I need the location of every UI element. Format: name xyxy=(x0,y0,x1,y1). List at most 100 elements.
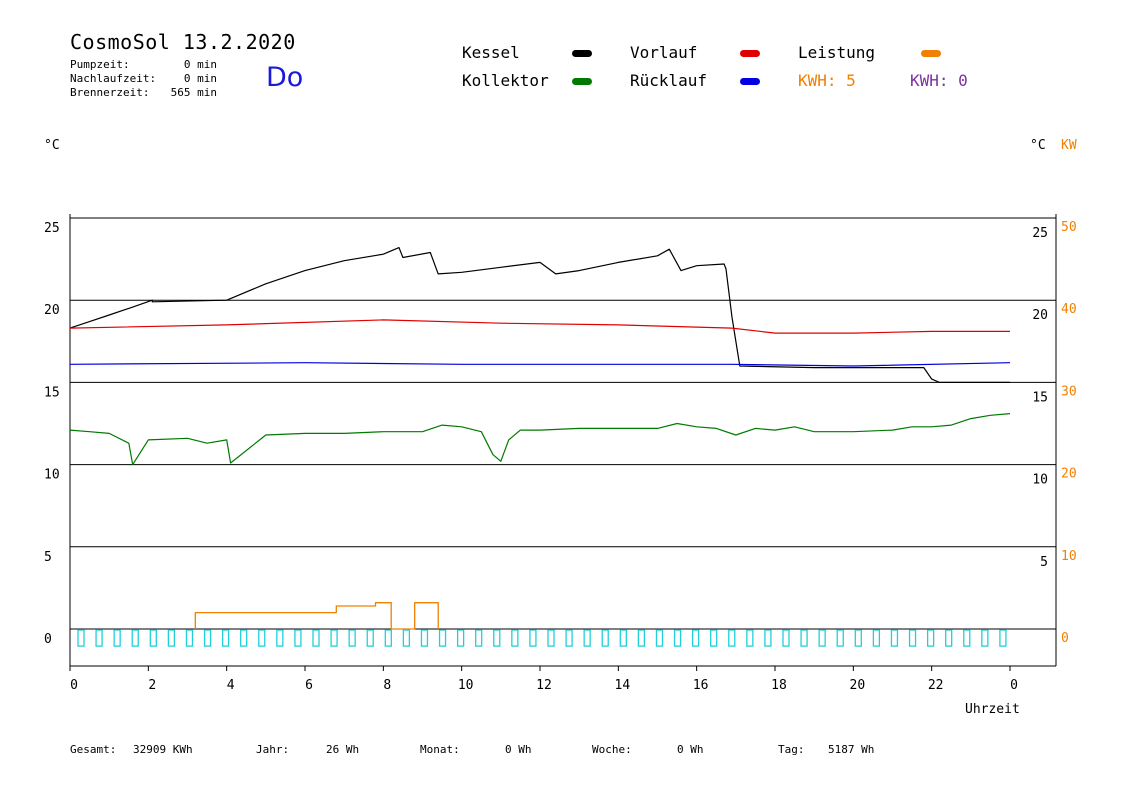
y-right-tick-label: 20 xyxy=(1032,308,1048,323)
legend-leistung-swatch xyxy=(921,50,941,57)
footer-woche-value: 0 Wh xyxy=(677,743,704,756)
pump-mark xyxy=(185,629,194,647)
stat-label-nachlaufzeit: Nachlaufzeit: xyxy=(70,72,157,85)
x-tick-label: 14 xyxy=(615,678,631,693)
pump-mark xyxy=(221,629,230,647)
stat-value-brennerzeit: 565 min xyxy=(170,86,217,99)
y-left-tick-label: 20 xyxy=(44,303,60,318)
x-tick-label: 10 xyxy=(458,678,474,693)
y-right2-tick-label: 20 xyxy=(1061,467,1077,482)
y-right2-tick-label: 40 xyxy=(1061,302,1077,317)
legend-kwh-orange: KWH: 5 xyxy=(798,71,856,90)
pump-mark xyxy=(529,629,537,647)
pump-mark xyxy=(456,629,465,647)
pump-mark xyxy=(420,629,429,647)
pump-mark xyxy=(854,629,862,647)
legend-kessel-swatch xyxy=(572,50,592,57)
y-right-tick-label: 25 xyxy=(1032,226,1048,241)
series-vorlauf-line xyxy=(69,319,1010,334)
pump-mark xyxy=(710,629,718,647)
x-tick-label: 16 xyxy=(693,678,709,693)
pump-mark xyxy=(782,629,790,647)
pump-mark xyxy=(493,629,501,647)
pump-mark xyxy=(547,629,555,647)
y-right2-tick-label: 10 xyxy=(1061,549,1077,564)
footer-gesamt-label: Gesamt: xyxy=(70,743,117,756)
pump-mark xyxy=(113,629,121,647)
pump-mark xyxy=(77,629,85,647)
pump-mark xyxy=(601,629,609,647)
pump-mark xyxy=(402,629,411,647)
stat-value-pumpzeit: 0 min xyxy=(183,58,217,71)
pump-mark xyxy=(818,629,826,647)
y-left-tick-label: 5 xyxy=(44,550,52,565)
y-right2-tick-label: 0 xyxy=(1061,631,1069,646)
right-axis-unit: °C xyxy=(1030,138,1046,153)
pump-mark xyxy=(691,629,700,647)
pump-mark xyxy=(963,629,971,647)
footer-monat-label: Monat: xyxy=(420,743,460,756)
x-tick-label: 2 xyxy=(148,678,156,693)
footer-monat-value: 0 Wh xyxy=(505,743,532,756)
footer-jahr-value: 26 Wh xyxy=(326,743,360,756)
legend-ruecklauf-swatch xyxy=(740,78,760,85)
footer-jahr-label: Jahr: xyxy=(256,743,290,756)
pump-mark xyxy=(348,629,356,647)
series-kessel-line xyxy=(69,247,1010,383)
pump-mark xyxy=(475,629,483,647)
pump-mark xyxy=(565,629,573,647)
pump-mark xyxy=(330,629,338,647)
pump-mark xyxy=(999,629,1007,647)
x-tick-label: 20 xyxy=(850,678,866,693)
pump-mark xyxy=(800,629,808,647)
pump-mark xyxy=(619,629,627,647)
y-left-tick-label: 15 xyxy=(44,385,60,400)
pump-mark xyxy=(890,629,899,647)
pump-mark xyxy=(312,629,320,647)
footer-tag-label: Tag: xyxy=(778,743,805,756)
pump-mark xyxy=(673,629,682,647)
left-axis-unit: °C xyxy=(44,138,60,153)
pump-mark xyxy=(258,629,266,647)
pump-mark xyxy=(384,629,392,647)
legend-ruecklauf-label: Rücklauf xyxy=(630,71,708,90)
pump-mark xyxy=(95,629,103,647)
pump-mark xyxy=(655,629,664,647)
stat-label-brennerzeit: Brennerzeit: xyxy=(70,86,150,99)
pump-mark xyxy=(637,629,646,647)
y-left-tick-label: 10 xyxy=(44,468,60,483)
legend-kollektor-label: Kollektor xyxy=(462,71,549,90)
y-right-tick-label: 15 xyxy=(1032,390,1048,405)
stat-value-nachlaufzeit: 0 min xyxy=(183,72,217,85)
pump-mark xyxy=(746,629,754,647)
pump-mark xyxy=(366,629,374,647)
x-tick-label: 0 xyxy=(1010,678,1018,693)
pump-mark xyxy=(908,629,917,647)
pump-mark xyxy=(926,629,935,647)
legend-vorlauf-label: Vorlauf xyxy=(630,43,698,62)
pump-mark xyxy=(149,629,157,647)
footer-tag-value: 5187 Wh xyxy=(828,743,875,756)
series-leistung-line xyxy=(194,602,439,630)
pump-mark xyxy=(276,629,284,647)
pump-mark xyxy=(872,629,881,647)
pump-mark xyxy=(728,629,736,647)
legend-vorlauf-swatch xyxy=(740,50,760,57)
legend-leistung-label: Leistung xyxy=(798,43,876,62)
y-right-tick-label: 10 xyxy=(1032,473,1048,488)
right-axis-unit-kw: KW xyxy=(1061,138,1077,153)
pump-mark xyxy=(945,629,953,647)
y-right2-tick-label: 30 xyxy=(1061,384,1077,399)
y-left-tick-label: 0 xyxy=(44,632,52,647)
pump-mark xyxy=(583,629,591,647)
x-tick-label: 0 xyxy=(70,678,78,693)
pump-mark xyxy=(438,629,447,647)
pump-mark xyxy=(981,629,989,647)
pump-mark xyxy=(294,629,302,647)
y-right-tick-label: 5 xyxy=(1040,555,1048,570)
legend-kessel-label: Kessel xyxy=(462,43,520,62)
pump-mark xyxy=(240,629,248,647)
x-tick-label: 6 xyxy=(305,678,313,693)
footer-woche-label: Woche: xyxy=(592,743,632,756)
